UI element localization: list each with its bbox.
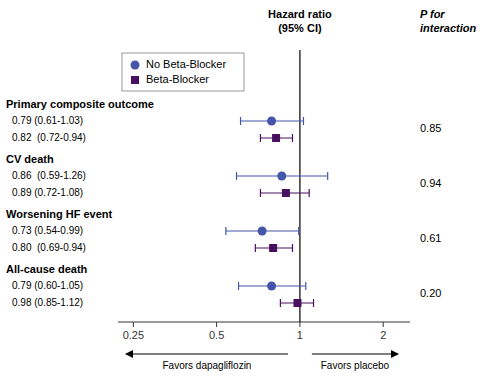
- x-tick-label: 0.25: [123, 329, 144, 341]
- x-axis-line: [118, 322, 410, 323]
- ci-label: 0.98 (0.85-1.12): [12, 297, 83, 308]
- point: [267, 117, 276, 126]
- ci-label: 0.79 (0.60-1.05): [12, 280, 83, 291]
- ci-cap: [225, 227, 226, 235]
- ci-label: 0.89 (0.72-1.08): [12, 187, 83, 198]
- ci-cap: [292, 134, 293, 142]
- p-value: 0.94: [420, 177, 441, 189]
- ci-cap: [238, 282, 239, 290]
- x-tick: [133, 322, 134, 327]
- ci-label: 0.86 (0.59-1.26): [12, 170, 86, 181]
- ci-cap: [255, 244, 256, 252]
- legend-frame: [122, 53, 244, 91]
- reference-group: [299, 50, 300, 322]
- p-value: 0.20: [420, 287, 441, 299]
- ci-cap: [280, 299, 281, 307]
- marks: [226, 117, 328, 308]
- ci-label: 0.79 (0.61-1.03): [12, 115, 83, 126]
- ci-label: 0.73 (0.54-0.99): [12, 225, 83, 236]
- p-header: P for interaction: [420, 8, 477, 34]
- legend: No Beta-Blocker Beta-Blocker: [122, 53, 244, 91]
- point: [282, 189, 290, 197]
- favors-arrow: [312, 353, 398, 354]
- ci-cap: [327, 172, 328, 180]
- point: [267, 282, 276, 291]
- ci-label: 0.80 (0.69-0.94): [12, 242, 86, 253]
- legend-label: No Beta-Blocker: [146, 58, 226, 70]
- ci-cap: [260, 134, 261, 142]
- category-label: Worsening HF event: [6, 208, 112, 220]
- point: [269, 244, 277, 252]
- favors-arrow: [126, 353, 288, 354]
- ci-cap: [303, 117, 304, 125]
- ci-cap: [309, 189, 310, 197]
- annotation: Favors placebo: [321, 360, 390, 371]
- x-tick-label: 0.5: [209, 329, 224, 341]
- text-line: interaction: [420, 22, 477, 34]
- ci-cap: [260, 189, 261, 197]
- x-tick: [383, 322, 384, 327]
- legend-marker: [131, 61, 140, 70]
- ci-cap: [292, 244, 293, 252]
- ci-cap: [236, 172, 237, 180]
- point: [272, 134, 280, 142]
- legend-marker: [131, 76, 139, 84]
- text-line: (95% CI): [278, 22, 322, 34]
- point: [258, 227, 267, 236]
- p-value: 0.61: [420, 232, 441, 244]
- text-line: Hazard ratio: [268, 8, 332, 20]
- chart: Hazard ratio (95% CI) P for interaction 0.25…: [0, 0, 500, 392]
- x-tick-label: 2: [380, 329, 386, 341]
- x-tick: [216, 322, 217, 327]
- legend-label: Beta-Blocker: [146, 73, 209, 85]
- annotation: Favors dapagliflozin: [162, 360, 251, 371]
- ci-cap: [305, 282, 306, 290]
- point: [293, 299, 301, 307]
- category-label: Primary composite outcome: [6, 98, 154, 110]
- category-label: All-cause death: [6, 263, 88, 275]
- x-axis-label: Hazard ratio (95% CI): [268, 8, 332, 34]
- ci-label: 0.82 (0.72-0.94): [12, 132, 86, 143]
- category-label: CV death: [6, 153, 54, 165]
- point: [277, 172, 286, 181]
- text-line: P for: [420, 8, 445, 20]
- ci-cap: [298, 227, 299, 235]
- ci-cap: [313, 299, 314, 307]
- reference-line: [299, 50, 300, 322]
- x-tick: [299, 322, 300, 327]
- ci-cap: [240, 117, 241, 125]
- p-value: 0.85: [420, 122, 441, 134]
- x-tick-label: 1: [297, 329, 303, 341]
